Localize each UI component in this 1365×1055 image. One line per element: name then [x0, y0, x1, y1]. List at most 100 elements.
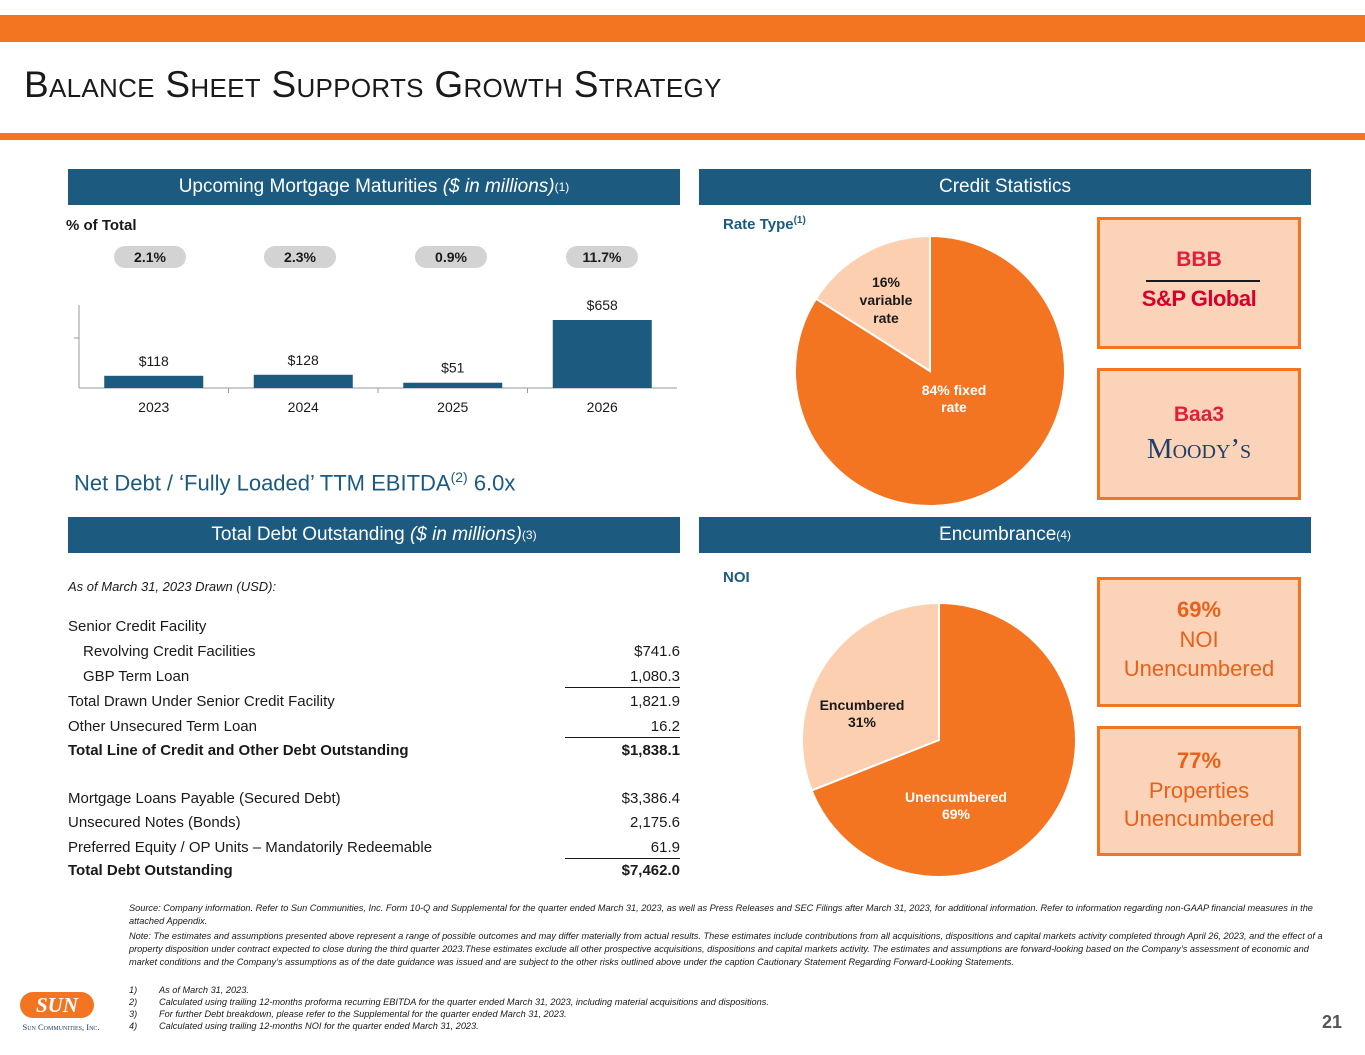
debt-row-label: Other Unsecured Term Loan — [68, 718, 257, 735]
x-tick-label: 2023 — [138, 399, 169, 415]
footnote-num: 3) — [129, 1009, 138, 1019]
estimates-note: Note: The estimates and assumptions pres… — [129, 931, 1323, 967]
pct-pill: 2.1% — [114, 246, 186, 268]
rate-type-text: Rate Type — [723, 216, 794, 233]
pct-pill: 11.7% — [566, 246, 638, 268]
noi-unencumbered-line2: Unencumbered — [1123, 656, 1275, 681]
debt-row-label: GBP Term Loan — [83, 668, 190, 685]
source-note: Source: Company information. Refer to Su… — [129, 903, 1313, 926]
noi-unencumbered-line1: NOI — [1179, 627, 1219, 652]
debt-row-value: 61.9 — [650, 839, 680, 856]
bar-value-label: $118 — [139, 353, 169, 369]
debt-row-label: Senior Credit Facility — [68, 618, 207, 635]
bar-2024 — [253, 374, 353, 388]
rate-type-sup: (1) — [793, 215, 806, 226]
encumbrance-pie: Unencumbered 69% Encumbered 31% — [801, 602, 1077, 878]
as-of-date: As of March 31, 2023 Drawn (USD): — [68, 579, 277, 594]
moodys-logo: Moody’s — [1146, 433, 1252, 465]
bar-2026 — [552, 320, 652, 388]
net-debt-value: 6.0x — [467, 470, 516, 496]
moodys-rating: Baa3 — [1173, 403, 1225, 426]
total-debt-header-italic: ($ in millions) — [409, 524, 522, 545]
footnote-text: As of March 31, 2023. — [159, 985, 249, 995]
unencumbered-label: Unencumbered — [905, 789, 1007, 805]
debt-row: Preferred Equity / OP Units – Mandatoril… — [68, 837, 680, 859]
bar-value-label: $128 — [288, 352, 319, 368]
debt-row-label: Mortgage Loans Payable (Secured Debt) — [68, 790, 341, 807]
sun-logo-text: Sun Communities, Inc. — [22, 1022, 100, 1032]
footnote-num: 2) — [129, 997, 138, 1007]
debt-row: Total Line of Credit and Other Debt Outs… — [68, 740, 680, 762]
debt-row-value: 1,821.9 — [629, 693, 680, 710]
encumbrance-header: Encumbrance (4) — [699, 517, 1311, 553]
debt-row-label: Total Debt Outstanding — [68, 862, 233, 879]
debt-row-value: $1,838.1 — [621, 742, 680, 759]
debt-row-label: Revolving Credit Facilities — [83, 643, 256, 660]
bar-value-label: $51 — [441, 360, 465, 376]
sp-rating-box: BBB S&P Global — [1097, 217, 1301, 349]
net-debt-sup: (2) — [450, 469, 468, 485]
underline — [565, 687, 680, 688]
variable-rate-label: rate — [873, 310, 899, 326]
encumbered-label: Encumbered — [820, 697, 905, 713]
footnote-text: For further Debt breakdown, please refer… — [159, 1009, 567, 1019]
debt-row: GBP Term Loan 1,080.3 — [68, 666, 680, 688]
credit-stats-header-text: Credit Statistics — [939, 176, 1071, 197]
maturities-bar-chart: $118 2023 $128 2024 $51 2025 $658 2026 — [74, 297, 677, 415]
debt-row: Unsecured Notes (Bonds) 2,175.6 — [68, 812, 680, 834]
noi-label: NOI — [723, 569, 750, 586]
debt-row-label: Unsecured Notes (Bonds) — [68, 814, 241, 831]
debt-row-value: 16.2 — [650, 718, 680, 735]
properties-unencumbered-line2: Unencumbered — [1123, 806, 1275, 831]
footnote-text: Calculated using trailing 12-months prof… — [159, 997, 769, 1007]
debt-row: Senior Credit Facility — [68, 616, 680, 638]
footnote-num: 1) — [129, 985, 138, 995]
encumbrance-header-sup: (4) — [1056, 528, 1071, 542]
bar-2023 — [104, 375, 204, 388]
net-debt-ratio: Net Debt / ‘Fully Loaded’ TTM EBITDA(2) … — [74, 469, 515, 496]
x-tick-label: 2024 — [288, 399, 319, 415]
footnote-text: Calculated using trailing 12-months NOI … — [159, 1021, 479, 1031]
moodys-rating-box: Baa3 Moody’s — [1097, 368, 1301, 500]
sp-divider — [1146, 280, 1260, 282]
debt-row: Total Drawn Under Senior Credit Facility… — [68, 691, 680, 713]
net-debt-text: Net Debt / ‘Fully Loaded’ TTM EBITDA — [74, 470, 451, 496]
total-debt-header-sup: (3) — [521, 528, 537, 542]
encumbrance-header-text: Encumbrance — [939, 524, 1057, 545]
total-debt-header-main: Total Debt Outstanding — [211, 524, 410, 545]
maturities-header-italic: ($ in millions) — [442, 176, 555, 197]
pie-slice-unencumbered-69- — [810, 602, 1077, 878]
fixed-rate-label: 84% fixed — [922, 382, 987, 398]
sun-logo: SUN Sun Communities, Inc. — [6, 992, 116, 1036]
underline — [565, 737, 680, 738]
properties-unencumbered-pct: 77% — [1176, 748, 1222, 773]
total-debt-header: Total Debt Outstanding ($ in millions) (3… — [68, 517, 680, 553]
debt-row: Total Debt Outstanding $7,462.0 — [68, 860, 680, 882]
debt-row-value: $7,462.0 — [621, 862, 680, 879]
debt-row-value: 2,175.6 — [629, 814, 680, 831]
footnote-num: 4) — [129, 1021, 138, 1031]
fixed-rate-label: rate — [941, 399, 967, 415]
debt-row-label: Preferred Equity / OP Units – Mandatoril… — [68, 839, 433, 856]
pct-pill: 2.3% — [264, 246, 336, 268]
properties-unencumbered-box: 77% Properties Unencumbered — [1097, 726, 1301, 856]
pct-of-total-label: % of Total — [66, 217, 137, 234]
debt-row-value: $741.6 — [634, 643, 680, 660]
x-tick-label: 2026 — [587, 399, 618, 415]
title-rule — [0, 133, 1365, 140]
maturities-header: Upcoming Mortgage Maturities ($ in milli… — [68, 169, 680, 205]
rate-type-label: Rate Type(1) — [723, 215, 806, 233]
variable-rate-label: 16% — [872, 274, 901, 290]
credit-stats-header: Credit Statistics — [699, 169, 1311, 205]
debt-row: Other Unsecured Term Loan 16.2 — [68, 716, 680, 738]
rate-type-pie: 84% fixed rate 16% variable rate — [794, 235, 1066, 507]
x-tick-label: 2025 — [437, 399, 468, 415]
page-number: 21 — [1322, 1012, 1343, 1032]
pie-slice-encumbered-31- — [801, 602, 940, 792]
debt-row-label: Total Line of Credit and Other Debt Outs… — [68, 742, 409, 759]
encumbered-label: 31% — [848, 714, 877, 730]
sp-global-logo: S&P Global — [1141, 286, 1257, 311]
debt-row-label: Total Drawn Under Senior Credit Facility — [68, 693, 335, 710]
sp-rating: BBB — [1176, 248, 1222, 271]
debt-row-value: $3,386.4 — [621, 790, 680, 807]
